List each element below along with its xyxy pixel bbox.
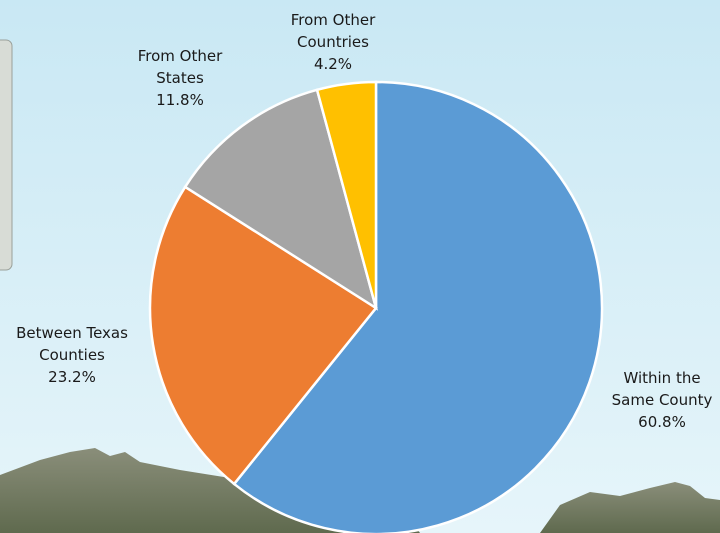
pie: [150, 82, 602, 533]
side-panel: [0, 40, 12, 270]
category-label: From Other Countries: [253, 9, 413, 53]
category-label: From Other States: [100, 45, 260, 89]
value-label: 11.8%: [100, 89, 260, 111]
category-label: Within the Same County: [582, 367, 720, 411]
value-label: 60.8%: [582, 411, 720, 433]
category-label: Between Texas Counties: [0, 322, 152, 366]
value-label: 4.2%: [253, 53, 413, 75]
value-label: 23.2%: [0, 366, 152, 388]
page: (() => { const data = JSON.parse(documen…: [0, 0, 720, 533]
